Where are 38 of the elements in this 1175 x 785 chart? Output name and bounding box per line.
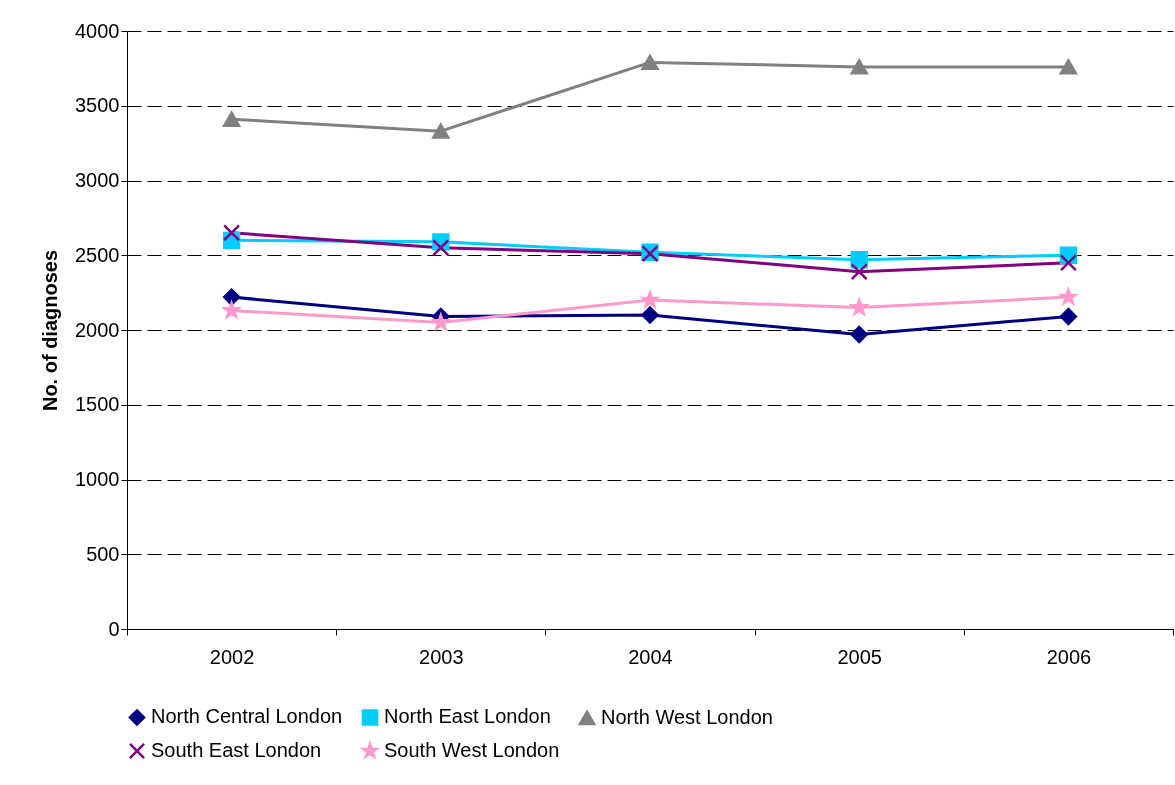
y-tick-label: 2500 bbox=[75, 243, 120, 266]
x-tick-label: 2003 bbox=[419, 645, 464, 668]
point bbox=[641, 54, 659, 71]
y-axis-title: No. of diagnoses bbox=[39, 249, 62, 412]
y-tick-label: 3500 bbox=[75, 94, 120, 117]
legend-label: North West London bbox=[601, 705, 773, 728]
point bbox=[641, 306, 659, 324]
y-tick-label: 1500 bbox=[75, 393, 120, 416]
legend-label: North Central London bbox=[151, 705, 343, 728]
x-tick-label: 2002 bbox=[209, 645, 255, 668]
point bbox=[1059, 307, 1078, 326]
x-tick-label: 2006 bbox=[1046, 645, 1092, 668]
legend-label: North East London bbox=[384, 705, 551, 728]
legend-label: South West London bbox=[384, 739, 560, 761]
point bbox=[850, 263, 868, 281]
point bbox=[639, 289, 661, 309]
point bbox=[850, 59, 868, 75]
y-tick-label: 2000 bbox=[75, 318, 120, 341]
point bbox=[221, 299, 242, 320]
x-tick-label: 2005 bbox=[837, 645, 882, 668]
point bbox=[850, 325, 868, 344]
y-tick-label: 4000 bbox=[75, 19, 120, 42]
point bbox=[1059, 254, 1078, 272]
point bbox=[222, 288, 241, 306]
y-tick-label: 1000 bbox=[75, 468, 120, 490]
point bbox=[850, 251, 868, 269]
point bbox=[848, 296, 870, 317]
y-tick-label: 3000 bbox=[75, 169, 120, 191]
point bbox=[432, 239, 450, 257]
point bbox=[1059, 59, 1078, 75]
point bbox=[432, 123, 450, 139]
y-tick-label: 0 bbox=[108, 617, 120, 640]
x-tick-label: 2004 bbox=[628, 645, 673, 668]
point bbox=[222, 111, 241, 127]
y-tick-label: 500 bbox=[86, 542, 120, 565]
point bbox=[222, 224, 241, 242]
point bbox=[430, 311, 452, 332]
legend-label: South East London bbox=[151, 739, 322, 761]
